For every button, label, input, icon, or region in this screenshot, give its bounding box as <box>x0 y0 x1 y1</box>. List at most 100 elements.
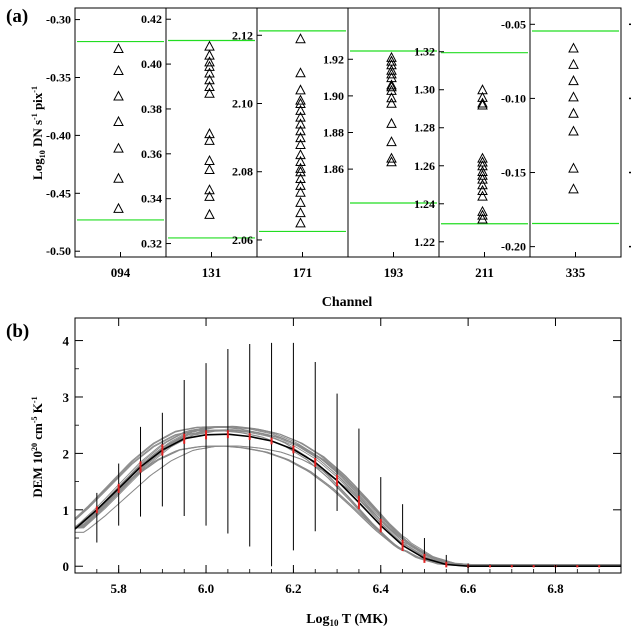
data-point-094-4 <box>113 142 124 153</box>
mc-realizations <box>74 425 621 567</box>
data-point-335-2 <box>568 75 579 86</box>
panel-a-frame-335 <box>529 7 622 258</box>
y-tick-label-094-1: -0.35 <box>46 70 71 84</box>
data-point-193-8 <box>386 84 397 95</box>
panel-a-y-axis-label: Log10 DN s-1 pix-1 <box>30 86 47 180</box>
x-tick-label-b-1: 6.0 <box>198 581 214 596</box>
y-tick-label-094-2: -0.40 <box>46 128 71 142</box>
data-point-193-11 <box>386 117 397 128</box>
data-point-131-1 <box>204 49 215 60</box>
data-point-171-0 <box>295 33 306 44</box>
y-tick-label-171-3: 2.06 <box>232 233 253 247</box>
y-tick-label-211-2: 1.28 <box>414 121 435 135</box>
data-point-193-7 <box>386 81 397 92</box>
y-tick-label-131-4: 0.34 <box>141 192 162 206</box>
mc-curve-11 <box>74 445 621 566</box>
x-tick-label-b-3: 6.4 <box>373 581 390 596</box>
data-point-171-19 <box>295 207 306 218</box>
data-point-171-8 <box>295 125 306 136</box>
data-point-335-0 <box>568 42 579 53</box>
data-point-171-17 <box>295 186 306 197</box>
data-point-193-9 <box>386 92 397 103</box>
channel-label-335: 335 <box>566 265 586 280</box>
data-point-131-13 <box>204 190 215 201</box>
y-tick-label-171-2: 2.08 <box>232 165 253 179</box>
panel-b-label: (b) <box>6 321 29 342</box>
data-point-193-0 <box>386 51 397 62</box>
data-point-171-5 <box>295 104 306 115</box>
channel-label-211: 211 <box>475 265 494 280</box>
y-tick-label-171-1: 2.10 <box>232 97 253 111</box>
y-tick-label-335-3: -0.20 <box>501 240 526 254</box>
data-point-131-14 <box>204 208 215 219</box>
channel-label-193: 193 <box>384 265 404 280</box>
data-point-211-14 <box>477 209 488 220</box>
data-point-171-13 <box>295 162 306 173</box>
data-point-211-12 <box>477 190 488 201</box>
y-tick-label-b-0: 0 <box>63 559 70 574</box>
x-tick-label-b-2: 6.2 <box>285 581 301 596</box>
x-tick-label-b-5: 6.8 <box>547 581 564 596</box>
channel-label-171: 171 <box>293 265 313 280</box>
data-point-193-13 <box>386 152 397 163</box>
channel-label-094: 094 <box>111 265 131 280</box>
data-point-193-6 <box>386 79 397 90</box>
data-point-131-4 <box>204 67 215 78</box>
data-point-335-3 <box>568 91 579 102</box>
data-point-211-11 <box>477 184 488 195</box>
data-point-193-3 <box>386 64 397 75</box>
data-point-131-9 <box>204 134 215 145</box>
data-point-335-5 <box>568 125 579 136</box>
data-point-171-1 <box>295 67 306 78</box>
data-point-171-10 <box>295 138 306 149</box>
y-tick-label-131-5: 0.32 <box>141 237 162 251</box>
y-tick-label-211-3: 1.26 <box>414 159 435 173</box>
data-point-094-2 <box>113 90 124 101</box>
data-point-171-6 <box>295 111 306 122</box>
mc-curve-16 <box>74 426 621 566</box>
channel-label-131: 131 <box>202 265 222 280</box>
data-point-131-5 <box>204 74 215 85</box>
data-point-335-4 <box>568 107 579 118</box>
data-point-211-9 <box>477 173 488 184</box>
data-point-131-8 <box>204 128 215 139</box>
y-tick-label-094-0: -0.30 <box>46 13 71 27</box>
data-point-211-3 <box>477 99 488 110</box>
y-tick-label-211-0: 1.32 <box>414 45 435 59</box>
data-point-094-3 <box>113 115 124 126</box>
data-point-171-11 <box>295 149 306 160</box>
data-point-211-2 <box>477 97 488 108</box>
data-point-131-7 <box>204 87 215 98</box>
y-tick-label-b-3: 3 <box>63 390 70 405</box>
panel-b-y-axis-label: DEM 1020 cm-5 K-1 <box>30 396 45 497</box>
data-point-171-20 <box>295 217 306 228</box>
y-tick-label-094-4: -0.50 <box>46 244 71 258</box>
mc-curve-8 <box>74 445 621 567</box>
data-point-094-6 <box>113 202 124 213</box>
data-point-131-2 <box>204 56 215 67</box>
data-point-094-1 <box>113 64 124 76</box>
data-point-193-12 <box>386 136 397 147</box>
panel-b-frame <box>74 317 622 574</box>
data-point-131-11 <box>204 163 215 175</box>
data-point-094-5 <box>113 172 124 183</box>
y-tick-label-211-5: 1.22 <box>414 235 435 249</box>
y-tick-label-193-0: 1.92 <box>323 52 344 66</box>
y-tick-label-335-0: -0.05 <box>501 17 526 31</box>
y-tick-label-131-2: 0.38 <box>141 102 162 116</box>
data-point-171-18 <box>295 196 306 207</box>
mc-curve-17 <box>74 445 621 565</box>
mc-curve-2 <box>74 445 621 565</box>
data-point-193-14 <box>386 156 397 167</box>
y-tick-label-193-2: 1.88 <box>323 126 344 140</box>
data-point-171-16 <box>295 179 306 190</box>
data-point-131-10 <box>204 154 215 166</box>
y-tick-label-193-1: 1.90 <box>323 89 344 103</box>
data-point-094-0 <box>113 42 124 54</box>
y-tick-label-131-1: 0.40 <box>141 57 162 71</box>
data-point-131-12 <box>204 184 215 195</box>
x-tick-label-b-0: 5.8 <box>111 581 128 596</box>
y-tick-label-193-3: 1.86 <box>323 162 344 176</box>
y-tick-label-171-0: 2.12 <box>232 28 253 42</box>
